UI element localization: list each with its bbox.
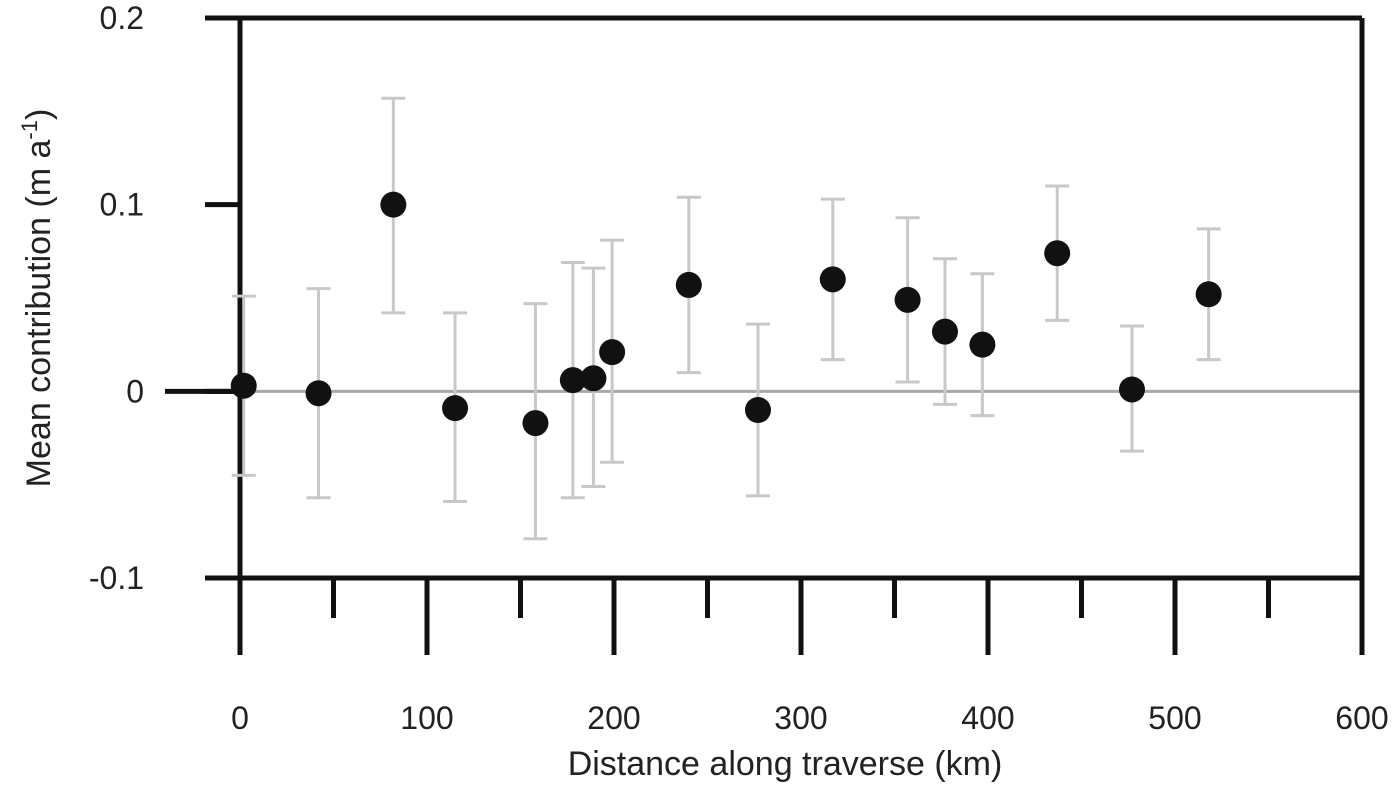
x-tick-label-3: 300 [774,700,827,736]
y-axis-title: Mean contribution (m a-1) [17,109,58,488]
x-tick-label-0: 0 [231,700,249,736]
y-tick-label-0: -0.1 [89,560,144,596]
y-tick-label-3: 0.2 [100,0,144,36]
x-tick-label-2: 200 [587,700,640,736]
data-point-4 [522,410,549,437]
data-point-16 [1195,281,1222,308]
axes-layer [165,15,1365,655]
data-point-13 [969,331,996,358]
data-point-0 [230,372,257,399]
data-point-12 [931,318,958,345]
data-point-10 [819,266,846,293]
y-axis-title-superscript: -1 [17,120,42,140]
data-point-3 [442,395,469,422]
x-axis-title: Distance along traverse (km) [568,745,1003,783]
data-point-7 [599,339,626,366]
data-point-11 [894,286,921,313]
y-axis-title-close: ) [20,109,58,120]
data-layer [230,96,1222,541]
data-point-9 [744,397,771,423]
data-point-15 [1118,376,1145,403]
data-point-6 [580,365,607,392]
data-point-1 [305,380,332,407]
y-tick-label-2: 0.1 [100,187,144,223]
x-tick-label-6: 600 [1335,700,1388,736]
label-layer: Distance along traverse (km) Mean contri… [17,0,1389,783]
data-point-8 [675,271,702,298]
x-tick-label-5: 500 [1148,700,1201,736]
x-tick-label-4: 400 [961,700,1014,736]
x-tick-label-1: 100 [400,700,453,736]
y-tick-label-1: 0 [126,373,144,409]
y-axis-title-main: Mean contribution (m a [20,140,58,488]
data-point-14 [1044,240,1071,267]
data-point-2 [380,191,407,218]
data-point-5 [559,367,586,394]
